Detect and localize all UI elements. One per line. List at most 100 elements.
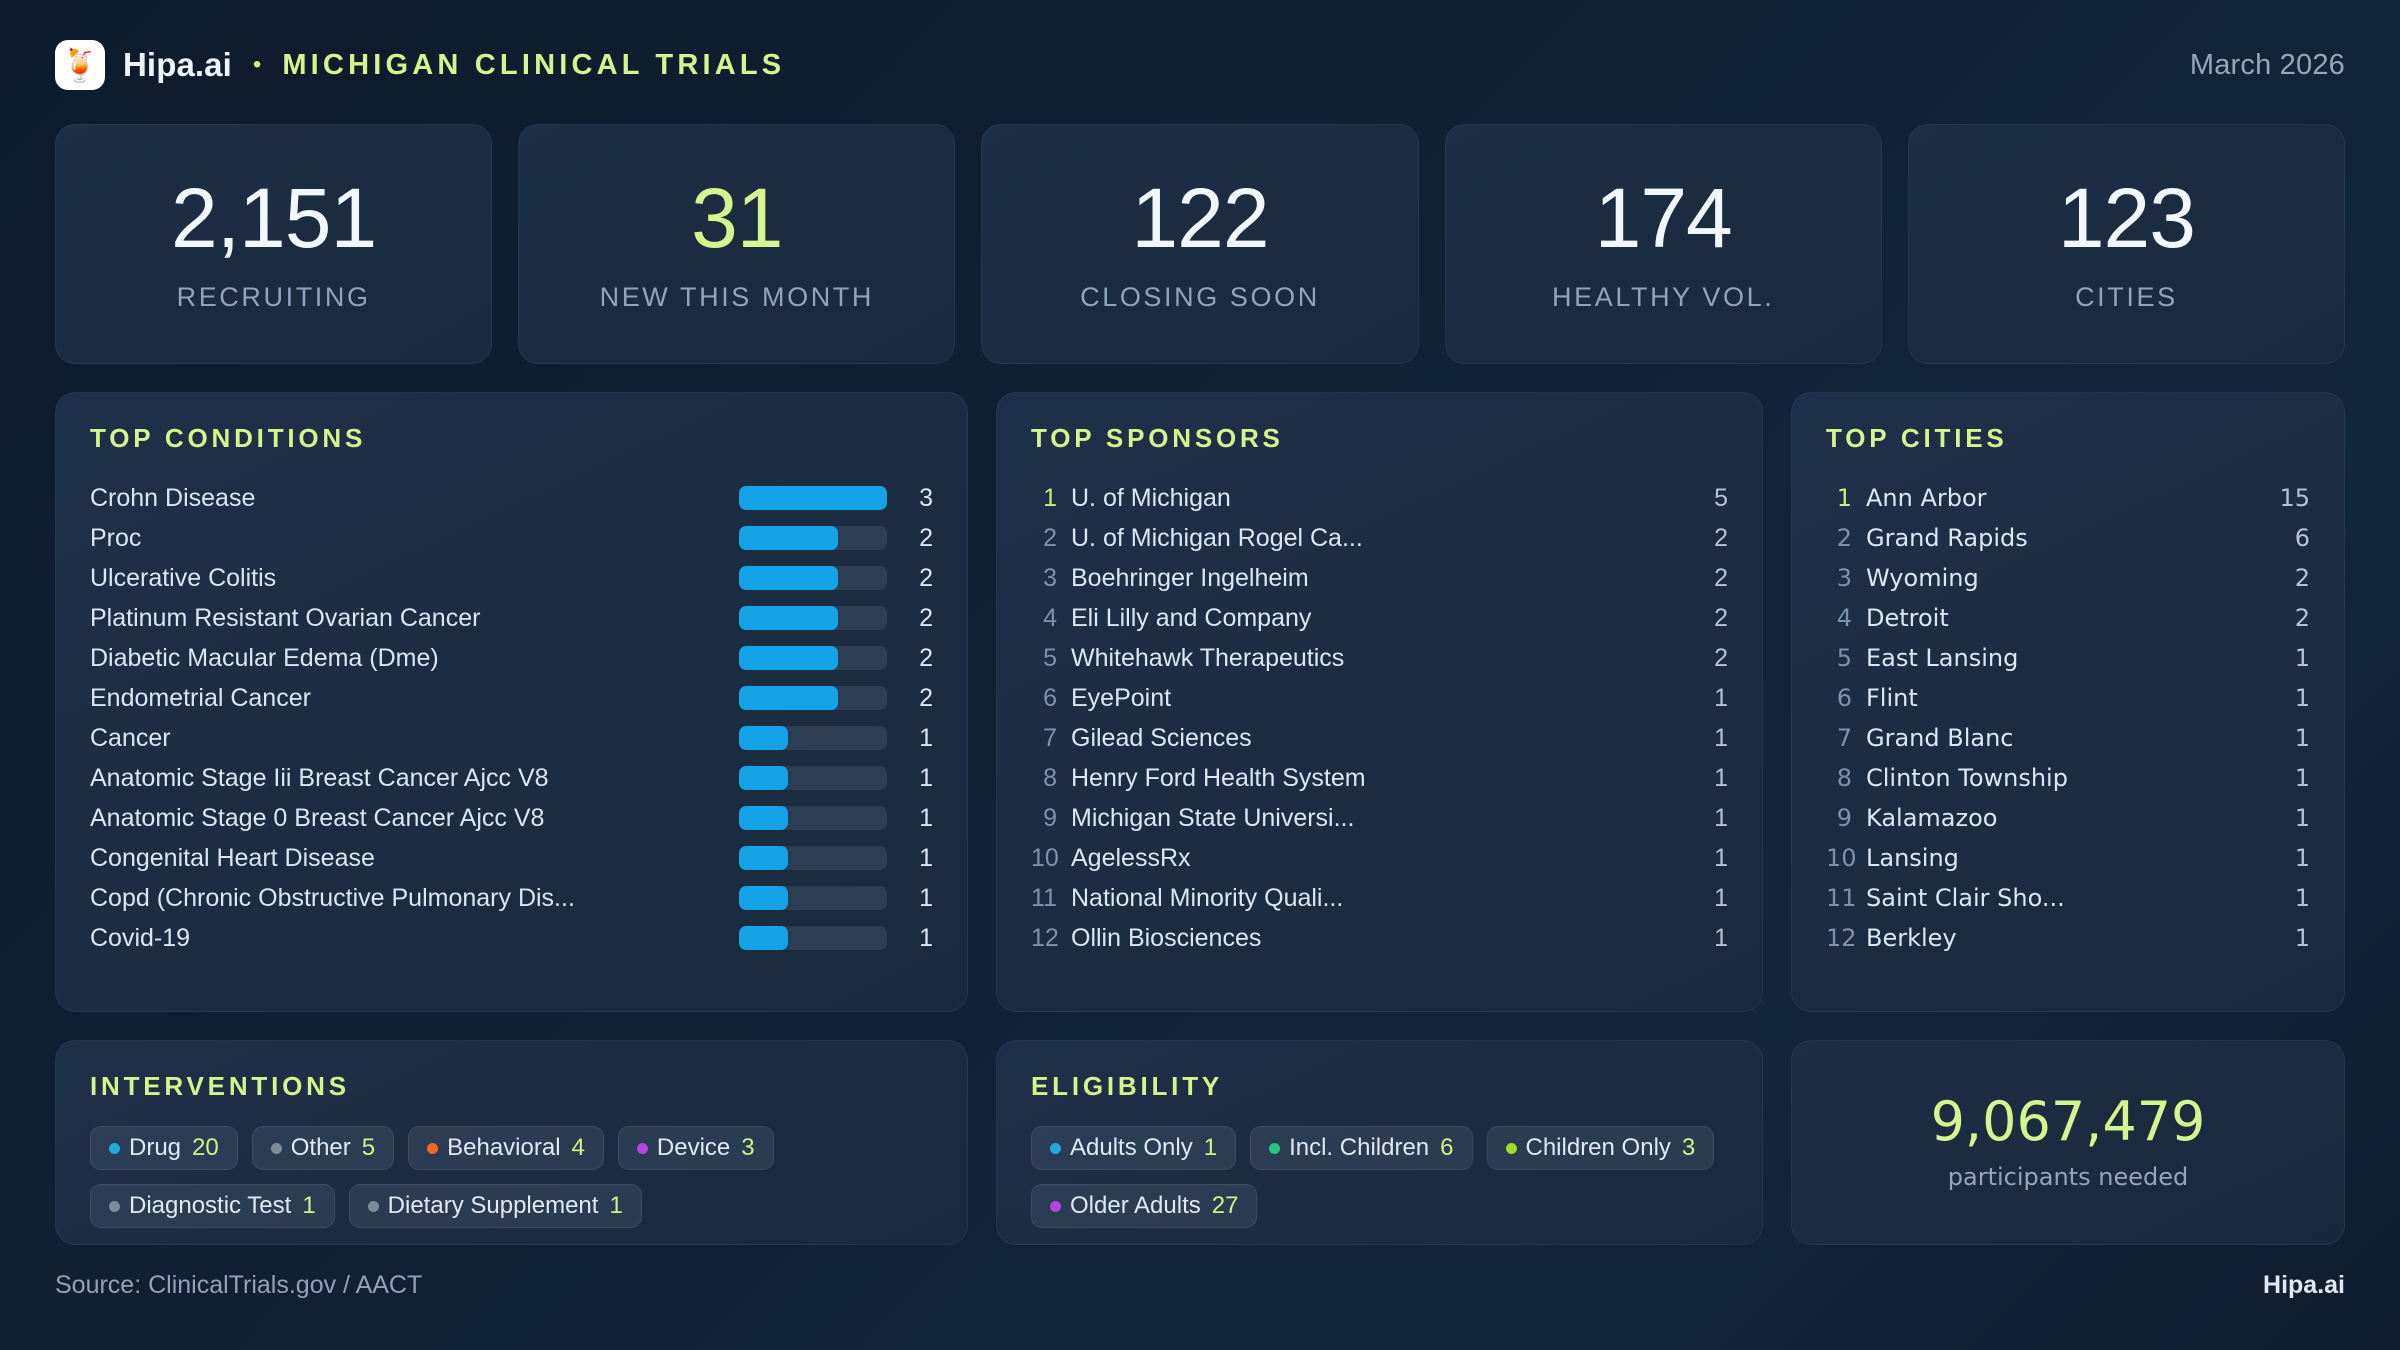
rank-row[interactable]: 9 Kalamazoo 1 (1826, 798, 2310, 838)
condition-name: Endometrial Cancer (90, 683, 311, 712)
rank-row[interactable]: 9 Michigan State Universi... 1 (1031, 798, 1728, 838)
rank-row[interactable]: 1 Ann Arbor 15 (1826, 478, 2310, 518)
condition-row[interactable]: Anatomic Stage Iii Breast Cancer Ajcc V8… (90, 758, 933, 798)
rank-row[interactable]: 3 Wyoming 2 (1826, 558, 2310, 598)
rank-row[interactable]: 3 Boehringer Ingelheim 2 (1031, 558, 1728, 598)
chip-color-dot-icon (1505, 1142, 1517, 1154)
rank-row[interactable]: 5 East Lansing 1 (1826, 638, 2310, 678)
rank-row[interactable]: 11 Saint Clair Sho... 1 (1826, 878, 2310, 918)
condition-bar-fill (739, 846, 788, 870)
chip-label: Diagnostic Test (129, 1192, 292, 1219)
rank-number: 6 (1043, 683, 1057, 712)
rank-row[interactable]: 11 National Minority Quali... 1 (1031, 878, 1728, 918)
chip-label: Children Only (1525, 1134, 1671, 1161)
condition-bar-track (739, 886, 887, 910)
rank-count: 1 (2294, 924, 2310, 952)
participants-needed-label: participants needed (1947, 1162, 2189, 1191)
rank-row[interactable]: 4 Eli Lilly and Company 2 (1031, 598, 1728, 638)
rank-number: 4 (1836, 604, 1852, 632)
rank-number: 2 (1043, 523, 1057, 552)
panel-title: TOP SPONSORS (1031, 423, 1284, 453)
rank-count: 1 (2294, 844, 2310, 872)
rank-label: Wyoming (1866, 564, 1979, 592)
chip-color-dot-icon (270, 1142, 282, 1154)
condition-name: Cancer (90, 723, 171, 752)
rank-number: 5 (1043, 643, 1057, 672)
rank-row[interactable]: 2 U. of Michigan Rogel Ca... 2 (1031, 518, 1728, 558)
panel-top-conditions: TOP CONDITIONS Crohn Disease 3 Proc 2 Ulcera… (55, 392, 968, 1012)
condition-row[interactable]: Ulcerative Colitis 2 (90, 558, 933, 598)
category-chip[interactable]: Adults Only 1 (1031, 1126, 1237, 1170)
rank-row[interactable]: 1 U. of Michigan 5 (1031, 478, 1728, 518)
condition-count: 2 (919, 643, 933, 672)
condition-bar-track (739, 726, 887, 750)
rank-row[interactable]: 5 Whitehawk Therapeutics 2 (1031, 638, 1728, 678)
rank-row[interactable]: 6 EyePoint 1 (1031, 678, 1728, 718)
category-chip[interactable]: Diagnostic Test 1 (90, 1184, 335, 1228)
kpi-value: 123 (2057, 170, 2196, 265)
rank-number: 11 (1031, 883, 1057, 912)
condition-row[interactable]: Crohn Disease 3 (90, 478, 933, 518)
chip-color-dot-icon (636, 1142, 648, 1154)
condition-count: 1 (919, 723, 933, 752)
chip-label: Other (290, 1134, 351, 1161)
rank-row[interactable]: 8 Clinton Township 1 (1826, 758, 2310, 798)
conditions-list: Crohn Disease 3 Proc 2 Ulcerative Colitis 2 Pl… (90, 478, 933, 958)
rank-label: Boehringer Ingelheim (1071, 563, 1309, 592)
rank-row[interactable]: 2 Grand Rapids 6 (1826, 518, 2310, 558)
condition-row[interactable]: Anatomic Stage 0 Breast Cancer Ajcc V8 1 (90, 798, 933, 838)
rank-number: 8 (1836, 764, 1852, 792)
rank-row[interactable]: 4 Detroit 2 (1826, 598, 2310, 638)
condition-bar-track (739, 526, 887, 550)
condition-bar-track (739, 686, 887, 710)
condition-bar-track (739, 646, 887, 670)
kpi-card-new-this-month: 31 NEW THIS MONTH (518, 124, 956, 364)
condition-row[interactable]: Platinum Resistant Ovarian Cancer 2 (90, 598, 933, 638)
rank-label: Whitehawk Therapeutics (1071, 643, 1345, 672)
kpi-label: CITIES (2075, 281, 2178, 312)
chip-color-dot-icon (367, 1200, 379, 1212)
condition-row[interactable]: Covid-19 1 (90, 918, 933, 958)
rank-row[interactable]: 10 AgelessRx 1 (1031, 838, 1728, 878)
category-chip[interactable]: Device 3 (617, 1126, 774, 1170)
kpi-row: 2,151 RECRUITING 31 NEW THIS MONTH 122 C… (55, 124, 2345, 364)
condition-row[interactable]: Diabetic Macular Edema (Dme) 2 (90, 638, 933, 678)
rank-row[interactable]: 7 Gilead Sciences 1 (1031, 718, 1728, 758)
rank-row[interactable]: 12 Ollin Biosciences 1 (1031, 918, 1728, 958)
category-chip[interactable]: Drug 20 (90, 1126, 238, 1170)
category-chip[interactable]: Behavioral 4 (408, 1126, 604, 1170)
condition-row[interactable]: Cancer 1 (90, 718, 933, 758)
rank-row[interactable]: 7 Grand Blanc 1 (1826, 718, 2310, 758)
rank-number: 9 (1836, 804, 1852, 832)
kpi-card-recruiting: 2,151 RECRUITING (55, 124, 493, 364)
condition-bar-fill (739, 926, 788, 950)
rank-row[interactable]: 12 Berkley 1 (1826, 918, 2310, 958)
condition-row[interactable]: Congenital Heart Disease 1 (90, 838, 933, 878)
eligibility-chips: Adults Only 1 Incl. Children 6 Children Only… (1031, 1126, 1728, 1228)
dashboard-footer: Source: ClinicalTrials.gov / AACT Hipa.a… (55, 1271, 2345, 1300)
chip-count: 3 (1681, 1134, 1696, 1161)
category-chip[interactable]: Dietary Supplement 1 (348, 1184, 642, 1228)
category-chip[interactable]: Older Adults 27 (1031, 1184, 1258, 1228)
rank-row[interactable]: 6 Flint 1 (1826, 678, 2310, 718)
condition-bar-fill (739, 526, 839, 550)
condition-name: Ulcerative Colitis (90, 563, 277, 592)
rank-row[interactable]: 10 Lansing 1 (1826, 838, 2310, 878)
condition-name: Anatomic Stage 0 Breast Cancer Ajcc V8 (90, 803, 545, 832)
condition-row[interactable]: Copd (Chronic Obstructive Pulmonary Dis.… (90, 878, 933, 918)
category-chip[interactable]: Incl. Children 6 (1250, 1126, 1473, 1170)
bottom-row: INTERVENTIONS Drug 20 Other 5 Behavioral 4 Dev… (55, 1040, 2345, 1245)
condition-row[interactable]: Endometrial Cancer 2 (90, 678, 933, 718)
category-chip[interactable]: Other 5 (251, 1126, 395, 1170)
condition-name: Anatomic Stage Iii Breast Cancer Ajcc V8 (90, 763, 549, 792)
chip-count: 20 (192, 1134, 219, 1161)
rank-row[interactable]: 8 Henry Ford Health System 1 (1031, 758, 1728, 798)
rank-label: Grand Blanc (1866, 724, 2014, 752)
kpi-card-closing-soon: 122 CLOSING SOON (981, 124, 1419, 364)
condition-bar-fill (739, 806, 788, 830)
rank-number: 9 (1043, 803, 1057, 832)
condition-row[interactable]: Proc 2 (90, 518, 933, 558)
category-chip[interactable]: Children Only 3 (1486, 1126, 1715, 1170)
rank-number: 11 (1826, 884, 1857, 912)
